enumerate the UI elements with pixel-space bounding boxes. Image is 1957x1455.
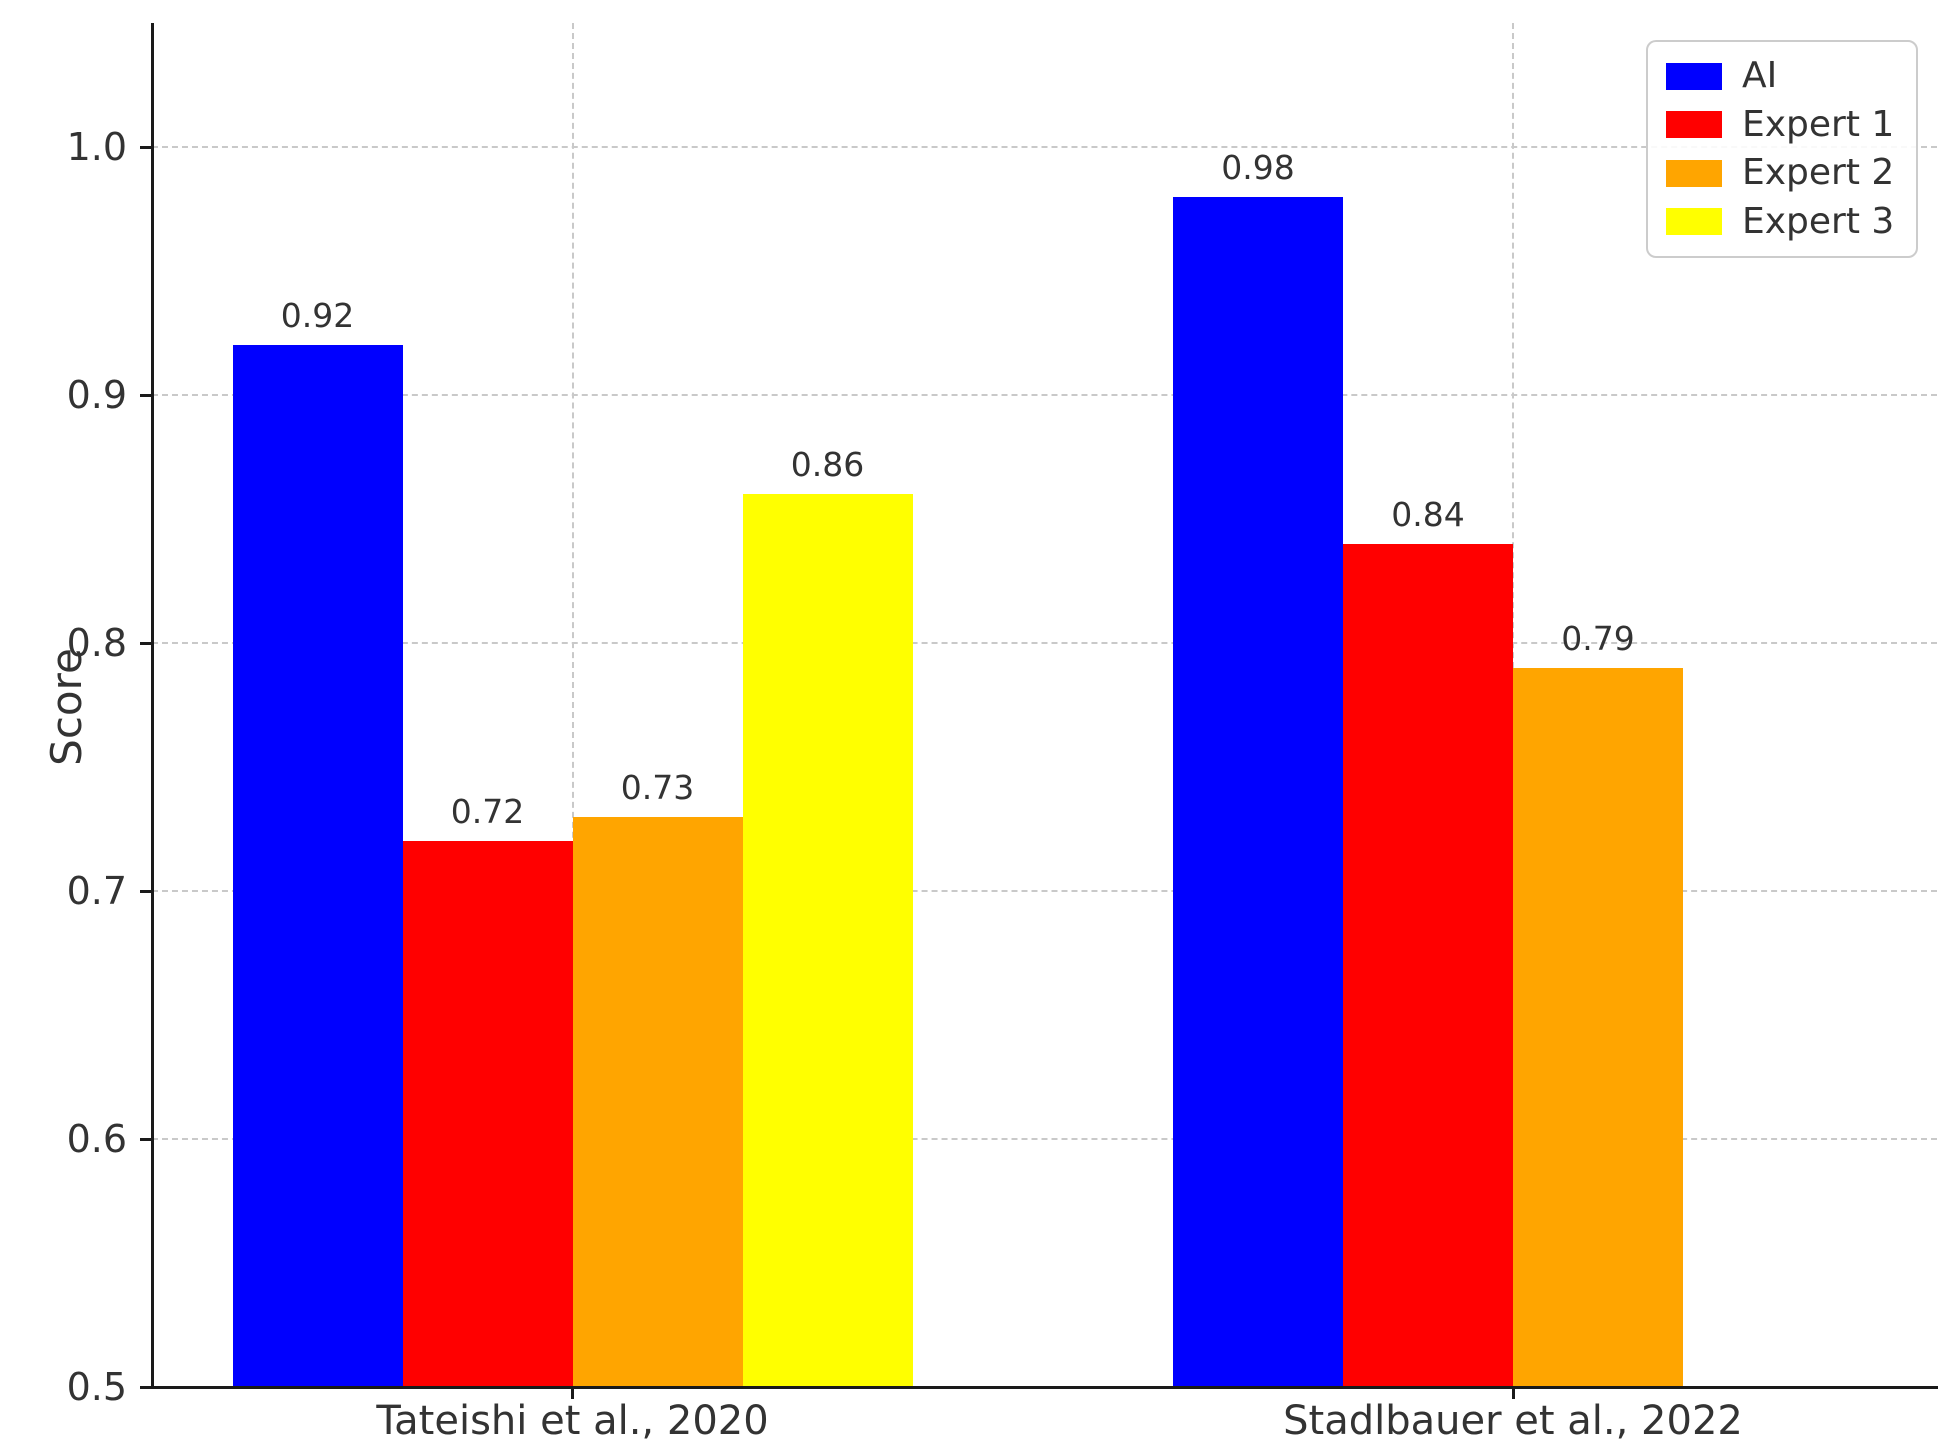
y-tick-label-0.9: 0.9	[66, 373, 127, 417]
y-tick-label-0.5: 0.5	[66, 1365, 127, 1409]
bar-expert-3-tateishi-et-al-2020	[742, 494, 913, 1387]
gridline-y-1.0	[152, 146, 1937, 148]
bar-value-expert-1-stadlbauer-et-al-2022: 0.84	[1391, 494, 1465, 534]
gridline-y-0.6	[152, 1138, 1937, 1140]
y-axis-label: Score	[41, 648, 91, 766]
legend-swatch-expert-1	[1666, 111, 1722, 139]
y-tick-label-1.0: 1.0	[66, 125, 127, 169]
x-tick-label-stadlbauer-et-al-2022: Stadlbauer et al., 2022	[1283, 1398, 1743, 1444]
y-tick-label-0.8: 0.8	[66, 621, 127, 665]
legend: AI Expert 1 Expert 2 Expert 3	[1646, 40, 1918, 258]
bar-value-expert-3-tateishi-et-al-2020: 0.86	[790, 445, 865, 485]
y-tick-0.8	[140, 641, 152, 645]
gridline-y-0.9	[152, 394, 1937, 396]
legend-item-expert-1: Expert 1	[1666, 101, 1916, 148]
y-tick-0.9	[140, 393, 152, 397]
y-axis-spine	[151, 23, 154, 1389]
y-tick-label-0.6: 0.6	[66, 1117, 127, 1161]
gridline-y-0.7	[152, 890, 1937, 892]
legend-item-ai: AI	[1666, 53, 1916, 100]
legend-swatch-expert-3	[1666, 208, 1722, 236]
bar-value-expert-1-tateishi-et-al-2020: 0.72	[450, 792, 525, 832]
legend-swatch-ai	[1666, 62, 1722, 90]
y-tick-0.6	[140, 1137, 152, 1141]
y-tick-1.0	[140, 145, 152, 149]
x-tick-label-tateishi-et-al-2020: Tateishi et al., 2020	[376, 1398, 769, 1444]
legend-label-ai: AI	[1742, 55, 1778, 97]
bar-value-ai-tateishi-et-al-2020: 0.92	[280, 296, 355, 336]
bar-expert-1-stadlbauer-et-al-2022	[1343, 543, 1513, 1387]
legend-item-expert-3: Expert 3	[1666, 198, 1916, 245]
x-axis-spine	[151, 1386, 1938, 1389]
bar-value-expert-2-stadlbauer-et-al-2022: 0.79	[1561, 618, 1635, 658]
y-tick-0.7	[140, 889, 152, 893]
bar-ai-stadlbauer-et-al-2022	[1173, 196, 1343, 1387]
y-tick-label-0.7: 0.7	[66, 869, 127, 913]
bar-value-ai-stadlbauer-et-al-2022: 0.98	[1221, 147, 1295, 187]
bar-ai-tateishi-et-al-2020	[232, 345, 403, 1387]
bar-value-expert-2-tateishi-et-al-2020: 0.73	[620, 767, 695, 807]
bar-expert-1-tateishi-et-al-2020	[402, 841, 573, 1387]
gridline-x-tateishi-et-al-2020	[571, 23, 574, 1387]
x-tick-stadlbauer-et-al-2022	[1511, 1389, 1515, 1399]
bar-expert-2-tateishi-et-al-2020	[572, 816, 743, 1387]
legend-swatch-expert-2	[1666, 159, 1722, 187]
legend-label-expert-2: Expert 2	[1742, 152, 1895, 194]
legend-label-expert-1: Expert 1	[1742, 103, 1895, 145]
y-tick-0.5	[140, 1385, 152, 1389]
gridline-y-0.8	[152, 642, 1937, 644]
x-tick-tateishi-et-al-2020	[571, 1389, 574, 1399]
legend-item-expert-2: Expert 2	[1666, 150, 1916, 197]
legend-label-expert-3: Expert 3	[1742, 200, 1895, 242]
bar-expert-2-stadlbauer-et-al-2022	[1513, 667, 1683, 1387]
